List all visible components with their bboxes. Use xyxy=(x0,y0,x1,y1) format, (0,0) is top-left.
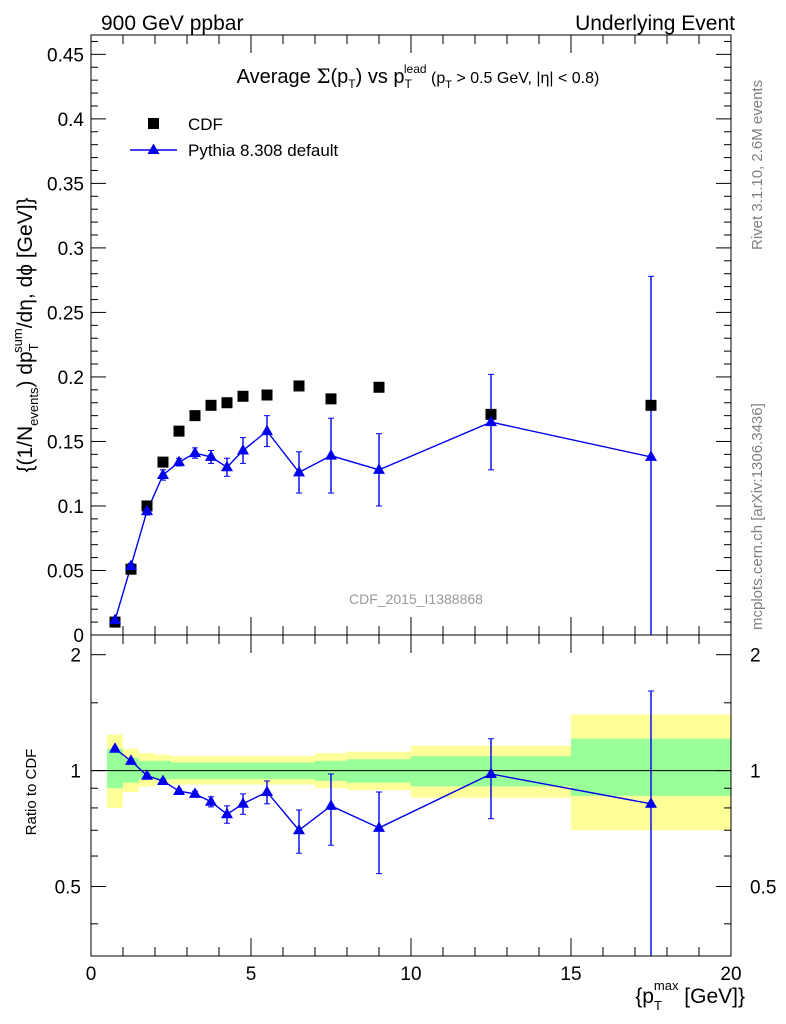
ratio-mc-point xyxy=(205,795,217,806)
mc-point xyxy=(157,468,169,479)
main-ytick-label: 0.05 xyxy=(47,561,84,582)
ratio-mc-point xyxy=(221,807,233,819)
ratio-ytick-label-right: 2 xyxy=(750,646,761,667)
cdf-point xyxy=(293,380,305,392)
mc-point xyxy=(645,450,657,461)
ratio-mc-point xyxy=(125,754,137,765)
main-ytick-label: 0.15 xyxy=(47,432,84,453)
ratio-mc-point xyxy=(173,784,185,796)
svg-text:{(1/Nevents) dpTsum/dη, dϕ [Ge: {(1/Nevents) dpTsum/dη, dϕ [GeV]} xyxy=(10,197,41,472)
ratio-ytick-label-right: 0.5 xyxy=(750,878,776,899)
ratio-mc-point xyxy=(157,774,169,785)
ratio-mc-point xyxy=(261,785,273,796)
ratio-ytick-label-right: 1 xyxy=(750,762,761,783)
main-ytick-label: 0.3 xyxy=(58,239,84,260)
cdf-point xyxy=(173,425,185,437)
ratio-mc-point xyxy=(325,799,337,810)
cdf-point xyxy=(325,393,337,405)
xtick-label: 15 xyxy=(560,964,581,985)
main-ytick-label: 0.35 xyxy=(47,174,84,195)
ratio-mc-point xyxy=(645,797,657,808)
mc-point xyxy=(293,465,305,477)
cdf-point xyxy=(373,381,385,393)
cdf-point xyxy=(485,408,497,420)
legend-cdf-marker xyxy=(148,118,159,129)
mc-point xyxy=(221,460,233,472)
analysis-watermark: CDF_2015_I1388868 xyxy=(349,591,483,607)
ratio-band-inner-3 xyxy=(155,760,171,780)
mc-point xyxy=(141,504,153,516)
ratio-ytick-label-left: 0.5 xyxy=(55,878,81,899)
ratio-mc-point xyxy=(141,769,153,780)
mcplots-label: mcplots.cern.ch [arXiv:1306.3436] xyxy=(749,403,766,630)
ratio-ytick-label-left: 2 xyxy=(70,646,81,667)
main-ytick-label: 0.45 xyxy=(47,45,84,66)
ratio-mc-point xyxy=(293,823,305,835)
rivet-label: Rivet 3.1.10, 2.6M events xyxy=(749,80,766,250)
main-ylabel: {(1/Nevents) dpTsum/dη, dϕ [GeV]} xyxy=(10,197,41,472)
cdf-point xyxy=(261,389,273,401)
cdf-point xyxy=(645,399,657,411)
ratio-mc-point xyxy=(485,767,497,778)
mc-point xyxy=(173,455,185,467)
legend-mc-marker xyxy=(147,143,160,154)
mc-point xyxy=(125,559,137,570)
xtick-label: 20 xyxy=(720,964,741,985)
legend: CDF Pythia 8.308 default xyxy=(130,115,339,160)
ratio-mc-point xyxy=(373,821,385,832)
plot-title: Average Σ(pT) vs pTlead (pT > 0.5 GeV, |… xyxy=(237,62,600,91)
mc-point xyxy=(205,450,217,461)
main-ytick-label: 0.4 xyxy=(58,110,85,131)
xtick-label: 0 xyxy=(86,964,97,985)
ratio-ytick-label-left: 1 xyxy=(70,762,81,783)
ratio-series-layer xyxy=(109,690,657,956)
main-series-layer xyxy=(109,275,657,635)
ratio-ylabel: Ratio to CDF xyxy=(23,749,40,836)
cdf-point xyxy=(189,410,201,422)
ratio-band-inner-0 xyxy=(107,748,123,789)
mc-point xyxy=(325,449,337,460)
main-ytick-label: 0 xyxy=(73,626,84,647)
mc-point xyxy=(109,613,121,625)
ratio-mc-point xyxy=(109,742,121,753)
legend-cdf-label: CDF xyxy=(188,115,223,134)
ratio-mc-point xyxy=(237,797,249,808)
cdf-point xyxy=(221,397,233,409)
mc-point xyxy=(189,446,201,458)
main-ytick-label: 0.1 xyxy=(58,497,84,518)
mc-point xyxy=(261,424,273,436)
xtick-label: 5 xyxy=(246,964,257,985)
xtick-label: 10 xyxy=(400,964,421,985)
cdf-point xyxy=(237,390,249,402)
ratio-frame xyxy=(90,634,732,957)
main-axis-ticks: 0 0.05 0.1 0.15 0.2 0.25 0.3 0.35 0.4 0.45 xyxy=(47,35,732,647)
mc-point xyxy=(237,443,249,455)
cdf-point xyxy=(205,399,217,411)
mc-point xyxy=(485,415,497,427)
mc-point xyxy=(373,463,385,474)
main-frame xyxy=(90,34,732,636)
header-right: Underlying Event xyxy=(575,12,735,35)
ratio-mc-point xyxy=(189,787,201,798)
header-left: 900 GeV ppbar xyxy=(101,12,243,35)
main-ytick-label: 0.25 xyxy=(47,303,84,324)
legend-mc-label: Pythia 8.308 default xyxy=(188,141,339,160)
cdf-point xyxy=(157,456,169,468)
main-ytick-label: 0.2 xyxy=(58,368,84,389)
